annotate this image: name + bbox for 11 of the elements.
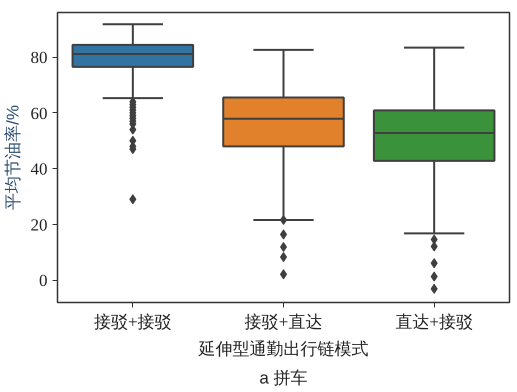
text: a 拼车 bbox=[259, 368, 308, 388]
y-tick-label: 20 bbox=[30, 215, 48, 234]
y-tick-label: 40 bbox=[30, 160, 48, 179]
x-tick-label: 直达+接驳 bbox=[395, 312, 473, 332]
x-tick-label: 接驳+接驳 bbox=[94, 312, 172, 332]
y-tick-label: 60 bbox=[30, 104, 48, 123]
y-tick-label: 80 bbox=[30, 48, 48, 68]
y-tick-label: 0 bbox=[39, 271, 48, 290]
x-axis-title: 延伸型通勤出行链模式 bbox=[198, 340, 368, 358]
y-axis-title: 平均节油率/% bbox=[4, 105, 22, 210]
x-tick-label: 接驳+直达 bbox=[244, 312, 322, 332]
